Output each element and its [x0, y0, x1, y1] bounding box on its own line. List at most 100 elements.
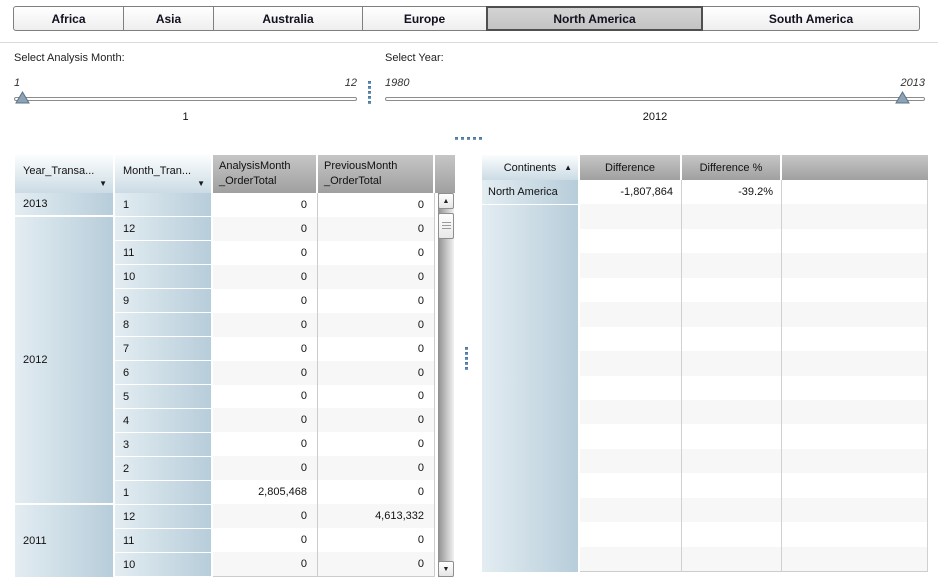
previous-total-cell[interactable]: 0 — [417, 246, 424, 259]
month-slider-thumb[interactable] — [15, 91, 30, 104]
continent-cell[interactable] — [482, 547, 578, 572]
difference-pct-cell[interactable] — [682, 253, 781, 278]
tab-north-america[interactable]: North America — [486, 6, 703, 31]
previous-total-cell[interactable]: 0 — [417, 198, 424, 211]
continent-cell[interactable] — [482, 523, 578, 548]
previous-total-cell[interactable]: 0 — [318, 216, 434, 241]
continent-cell[interactable] — [482, 327, 578, 352]
analysis-total-cell[interactable]: 2,805,468 — [258, 486, 307, 499]
continent-cell[interactable] — [482, 302, 578, 327]
year-group-cell[interactable]: 2011 — [15, 505, 113, 577]
month-cell[interactable]: 8 — [115, 313, 211, 337]
month-cell[interactable]: 4 — [115, 409, 211, 433]
difference-pct-cell[interactable] — [682, 522, 781, 546]
continent-cell[interactable] — [482, 474, 578, 499]
table-splitter-handle[interactable] — [465, 347, 468, 370]
difference-pct-cell[interactable] — [682, 327, 781, 351]
tab-africa[interactable]: Africa — [13, 6, 124, 31]
difference-pct-cell[interactable] — [682, 546, 781, 571]
month-cell[interactable]: 11 — [115, 529, 211, 553]
analysis-total-cell[interactable]: 0 — [213, 504, 317, 529]
column-header-previous-total[interactable]: PreviousMonth _OrderTotal — [318, 155, 435, 193]
continent-cell[interactable] — [482, 351, 578, 376]
column-header-year[interactable]: Year_Transa... ▼ — [15, 155, 115, 193]
previous-total-cell[interactable]: 0 — [318, 264, 434, 289]
analysis-total-cell[interactable]: 0 — [300, 198, 307, 211]
analysis-total-cell[interactable]: 0 — [300, 390, 307, 403]
analysis-total-cell[interactable]: 0 — [213, 312, 317, 337]
continent-cell[interactable] — [482, 400, 578, 425]
month-cell[interactable]: 12 — [115, 505, 211, 529]
month-cell[interactable]: 1 — [115, 193, 211, 217]
year-slider-track[interactable] — [385, 97, 925, 101]
scroll-down-button[interactable]: ▼ — [438, 561, 454, 577]
difference-cell[interactable] — [580, 376, 681, 400]
difference-cell[interactable] — [580, 253, 681, 278]
previous-total-cell[interactable]: 0 — [318, 408, 434, 433]
difference-pct-cell[interactable] — [682, 278, 781, 302]
analysis-total-cell[interactable]: 0 — [213, 456, 317, 481]
previous-total-cell[interactable]: 0 — [417, 342, 424, 355]
month-slider-track[interactable] — [14, 97, 357, 101]
difference-pct-cell[interactable] — [682, 424, 781, 448]
difference-cell[interactable] — [580, 522, 681, 546]
difference-cell[interactable] — [580, 278, 681, 302]
previous-total-cell[interactable]: 0 — [417, 438, 424, 451]
difference-cell[interactable] — [580, 229, 681, 253]
continent-cell[interactable] — [482, 498, 578, 523]
month-cell[interactable]: 1 — [115, 481, 211, 505]
difference-cell[interactable] — [580, 351, 681, 376]
continent-cell[interactable] — [482, 425, 578, 450]
continent-cell[interactable] — [482, 253, 578, 278]
year-slider-thumb[interactable] — [895, 91, 910, 104]
analysis-total-cell[interactable]: 0 — [213, 408, 317, 433]
previous-total-cell[interactable]: 0 — [417, 534, 424, 547]
year-group-cell[interactable]: 2013 — [15, 193, 113, 217]
difference-cell[interactable] — [580, 448, 681, 474]
previous-total-cell[interactable]: 0 — [318, 552, 434, 576]
analysis-total-cell[interactable]: 0 — [300, 438, 307, 451]
tab-asia[interactable]: Asia — [123, 6, 214, 31]
month-cell[interactable]: 2 — [115, 457, 211, 481]
difference-pct-cell[interactable]: -39.2% — [738, 186, 773, 199]
scroll-up-button[interactable]: ▲ — [438, 193, 454, 209]
previous-total-cell[interactable]: 0 — [417, 294, 424, 307]
continent-cell[interactable]: North America — [482, 180, 578, 205]
difference-pct-cell[interactable] — [682, 473, 781, 497]
slider-splitter-handle[interactable] — [368, 81, 371, 104]
difference-pct-cell[interactable] — [682, 204, 781, 229]
difference-pct-cell[interactable] — [682, 497, 781, 523]
continent-cell[interactable] — [482, 278, 578, 303]
previous-total-cell[interactable]: 0 — [318, 312, 434, 337]
analysis-total-cell[interactable]: 0 — [213, 216, 317, 241]
difference-cell[interactable]: -1,807,864 — [620, 186, 673, 199]
difference-cell[interactable] — [580, 546, 681, 571]
difference-cell[interactable] — [580, 204, 681, 229]
difference-pct-cell[interactable] — [682, 399, 781, 425]
analysis-total-cell[interactable]: 0 — [300, 342, 307, 355]
month-cell[interactable]: 7 — [115, 337, 211, 361]
panel-splitter-handle[interactable] — [455, 137, 482, 140]
difference-cell[interactable] — [580, 399, 681, 425]
continent-cell[interactable] — [482, 229, 578, 254]
column-header-analysis-total[interactable]: AnalysisMonth _OrderTotal — [213, 155, 318, 193]
difference-pct-cell[interactable] — [682, 448, 781, 474]
previous-total-cell[interactable]: 0 — [318, 360, 434, 385]
month-cell[interactable]: 11 — [115, 241, 211, 265]
year-group-cell[interactable]: 2012 — [15, 217, 113, 505]
tab-europe[interactable]: Europe — [362, 6, 487, 31]
tab-south-america[interactable]: South America — [702, 6, 920, 31]
previous-total-cell[interactable]: 0 — [417, 486, 424, 499]
analysis-total-cell[interactable]: 0 — [300, 294, 307, 307]
month-cell[interactable]: 12 — [115, 217, 211, 241]
analysis-total-cell[interactable]: 0 — [300, 246, 307, 259]
difference-pct-cell[interactable] — [682, 302, 781, 327]
difference-cell[interactable] — [580, 473, 681, 497]
difference-pct-cell[interactable] — [682, 229, 781, 253]
previous-total-cell[interactable]: 4,613,332 — [318, 504, 434, 529]
month-cell[interactable]: 10 — [115, 265, 211, 289]
continent-cell[interactable] — [482, 204, 578, 229]
column-header-continents[interactable]: Continents ▲ — [482, 155, 580, 180]
difference-cell[interactable] — [580, 327, 681, 351]
difference-cell[interactable] — [580, 424, 681, 448]
